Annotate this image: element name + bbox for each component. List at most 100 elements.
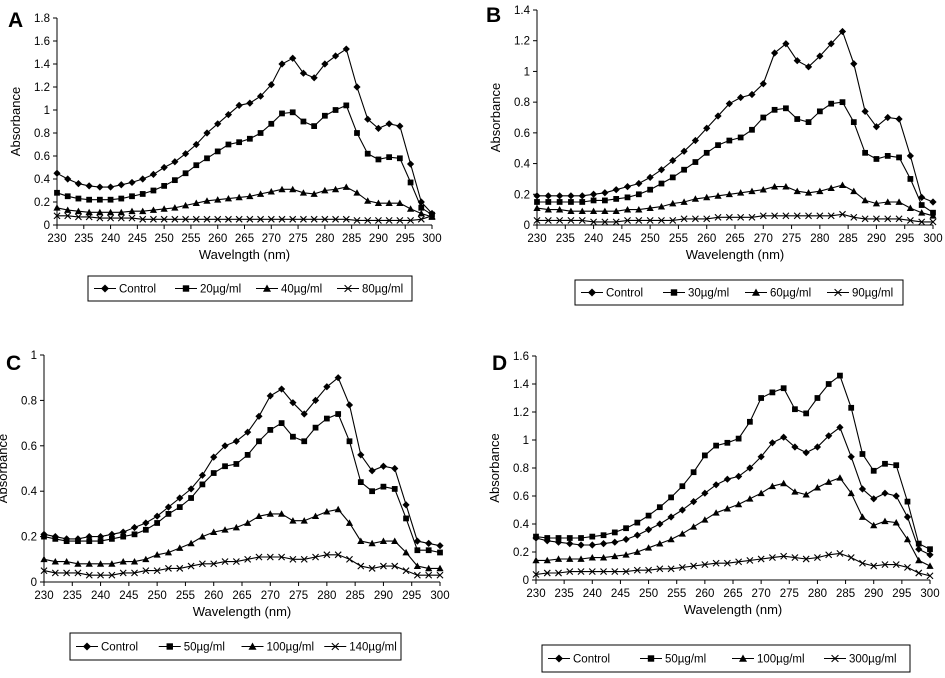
panel-b-series-1-point [589,190,598,198]
panel-b-series-1-point [827,40,835,48]
panel-a-series-4-point [364,216,372,224]
panel-b-series-2-point [568,199,574,205]
panel-a-series-2-point [418,204,425,211]
panel-c-series-3 [40,505,444,572]
panel-d-series-2-point [814,395,821,401]
panel-b-series-1-point [804,63,813,71]
panel-a-y-tick-label: 0.8 [34,128,50,140]
panel-a-y-tick-label: 1.8 [34,13,50,25]
panel-b-series-2-point [556,199,563,205]
panel-b-series-3-point [827,184,835,192]
panel-d-series-2-point [747,418,753,425]
panel-b-x-tick-label: 270 [754,233,773,245]
panel-a-series-4-point [85,213,93,221]
panel-a-series-1-point [353,83,361,91]
panel-d-series-3-point [667,535,675,543]
panel-b-series-3-point [680,198,688,205]
panel-a-y-axis-title: Absorbance [8,87,23,156]
panel-a-series-2-point [182,170,189,177]
panel-b-series-4-point [872,215,880,223]
panel-c-series-4-point [85,571,93,579]
panel-d-series-3-point [825,478,833,485]
panel-d-series-2-point [589,533,596,540]
panel-a-series-2-point [225,141,232,148]
panel-d-series-4-point [577,568,585,576]
panel-b-series-4-point [646,216,654,224]
panel-a-series-1-point [214,120,222,128]
panel-b-series-3-point [623,206,632,213]
panel-c-series-1-point [153,512,161,520]
panel-a-series-2-point [161,183,168,189]
panel-b-series-2-point [816,108,823,115]
panel-a-series-3-point [106,208,115,216]
panel-c-series-3-point [368,539,376,547]
panel-d-series-3-point [644,544,653,551]
panel-d-series-4-point [892,561,900,569]
panel-b-x-tick-label: 230 [527,233,546,245]
panel-b-series-3-point [771,183,779,190]
panel-c-x-tick-label: 285 [346,590,365,602]
panel-d-series-3-point [791,488,799,495]
panel-b-series-1-point [714,112,722,120]
panel-d-y-tick-label: 0 [523,575,529,587]
panel-a-legend-marker [263,284,271,292]
panel-c-legend-label: 140µg/ml [349,642,397,654]
panel-d-series-1-point [723,475,731,483]
panel-d-y-tick-label: 0.4 [513,519,530,531]
panel-c-series-3-point [391,537,399,545]
panel-d-series-2-point [780,385,787,392]
panel-c-series-4-point [97,571,105,579]
panel-a-series-4-point [107,214,115,222]
panel-c-series-2-point [120,533,127,540]
panel-d-series-1 [532,423,934,559]
panel-d-series-4-point [859,559,866,567]
panel-a-series-4-point [182,215,190,223]
panel-b-y-tick-label: 1.4 [514,5,531,17]
panel-d-series-3-point [858,513,867,520]
panel-c-y-tick-label: 0.4 [21,486,38,498]
panel-b-series-3-point [895,198,903,205]
panel-c-series-1-point [176,494,184,502]
panel-b-series-3-point [872,199,881,207]
panel-c-x-tick-label: 280 [317,590,336,602]
panel-d-series-4-point [555,569,562,577]
panel-b-series-2-point [534,199,540,205]
panel-a-series-3-point [417,209,425,217]
panel-b-series-4-point [691,215,699,223]
panel-d-series-2-point [724,439,731,446]
panel-d-series-2-point [555,535,562,541]
panel-b-series-2-point [579,199,586,205]
panel-b-series-3-point [567,207,575,215]
panel-b-series-3-point [816,187,824,195]
panel-d-series-4-point [622,568,630,576]
panel-d-series-4-point [600,568,607,576]
panel-d-x-tick-label: 240 [583,588,602,600]
panel-a-series-4-point [53,212,61,220]
panel-d-series-1-point [757,453,765,461]
panel-a-series-2-point [289,109,296,116]
panel-a-series-3-point [64,206,72,213]
panel-c-legend-label: 50µg/ml [184,642,225,654]
panel-a-series-3-point [181,201,190,209]
panel-d-series-2-point [544,535,551,541]
panel-a-series-2-point [107,196,114,203]
panel-c-series-4-point [346,555,353,563]
panel-b-series-4-point [918,218,926,226]
panel-c-series-3-point [357,537,365,545]
panel-d-legend-box [541,644,911,673]
panel-a-series-1-point [299,69,308,77]
panel-a-x-tick-label: 230 [47,233,66,245]
panel-a-series-3-point [160,205,168,212]
panel-a-series-1-point [139,175,147,183]
panel-b-series-3 [533,181,937,219]
panel-d-series-1-point [903,513,912,521]
panel-d-legend-marker [831,654,839,663]
panel-d-series-2-point [904,498,911,505]
panel-a-series-1-point [406,160,415,168]
panel-b-y-tick-label: 0.4 [514,159,531,171]
panel-d-y-tick-label: 1.2 [513,407,529,419]
panel-b-series-1-point [816,52,824,60]
panel-c-series-2-point [97,538,104,545]
panel-d-series-4-point [712,559,720,567]
panel-d-series-4-point [690,562,698,570]
